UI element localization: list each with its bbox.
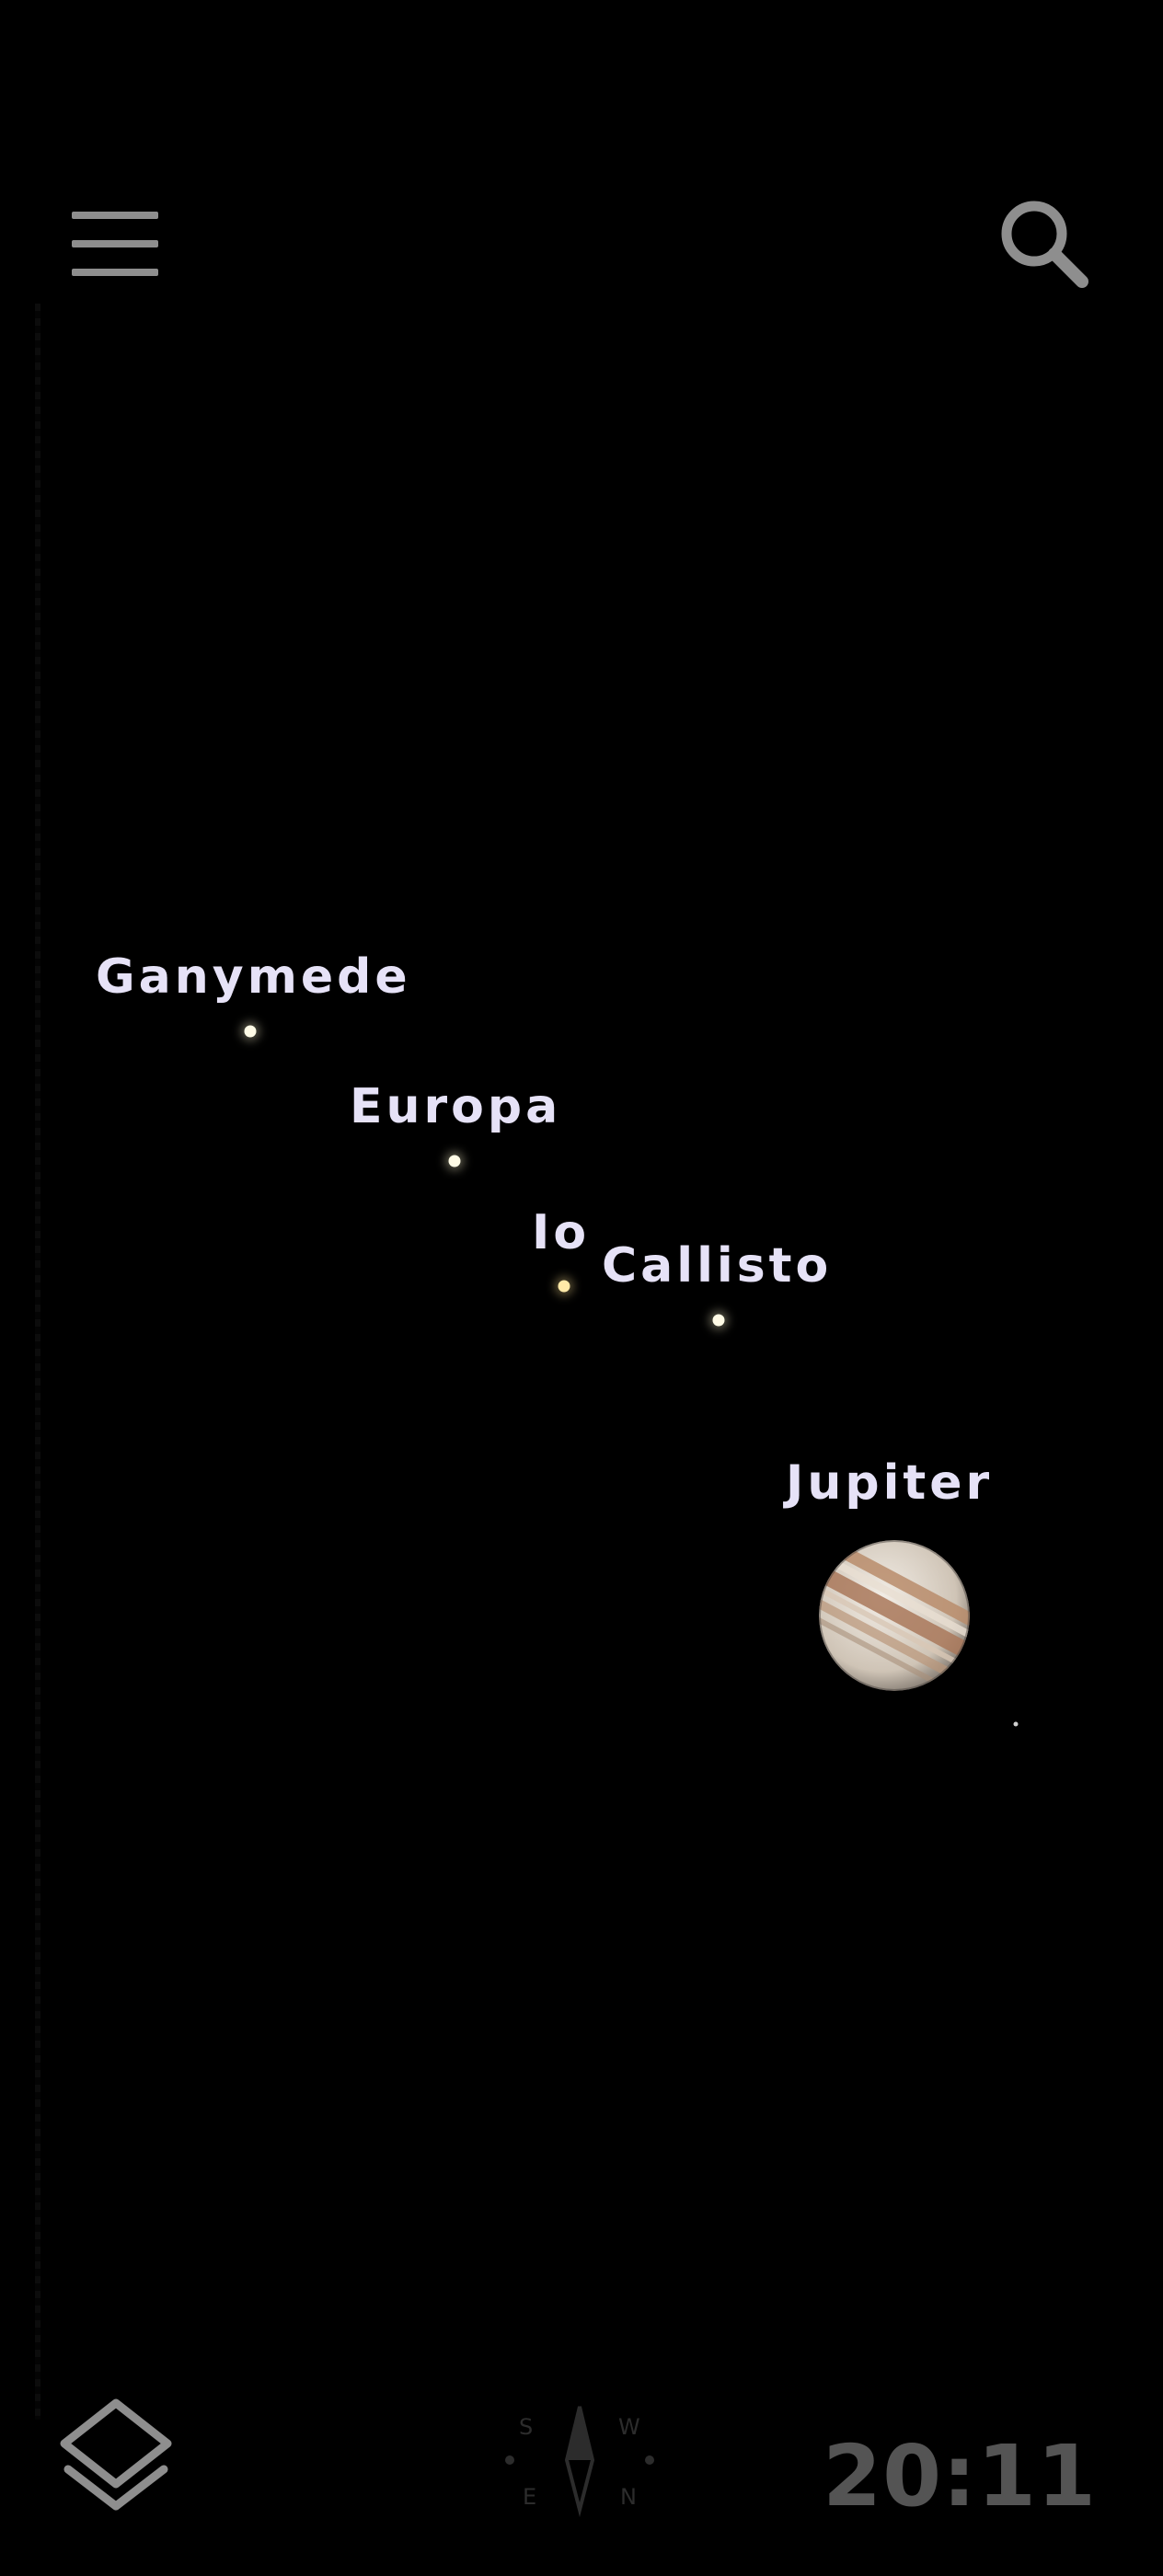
compass-north: N <box>620 2484 637 2510</box>
moon-label-callisto[interactable]: Callisto <box>602 1238 833 1294</box>
layers-button[interactable] <box>55 2392 177 2521</box>
search-icon <box>1001 201 1088 288</box>
compass-west: W <box>618 2414 640 2440</box>
compass[interactable]: S W E N <box>497 2398 662 2517</box>
moon-label-ganymede[interactable]: Ganymede <box>96 949 411 1005</box>
moon-europa[interactable] <box>448 1155 461 1167</box>
jupiter-planet[interactable] <box>819 1540 970 1691</box>
moon-callisto[interactable] <box>712 1314 725 1327</box>
moon-label-europa[interactable]: Europa <box>350 1079 562 1134</box>
moon-io[interactable] <box>558 1280 570 1293</box>
time-display[interactable]: 20:11 <box>823 2427 1097 2525</box>
moon-ganymede[interactable] <box>244 1025 257 1038</box>
menu-button[interactable] <box>68 210 164 278</box>
horizon-edge <box>35 304 40 2420</box>
compass-needle-icon <box>505 2406 654 2517</box>
moon-label-io[interactable]: Io <box>532 1205 591 1260</box>
compass-east: E <box>523 2484 537 2510</box>
compass-south: S <box>519 2414 534 2440</box>
layers-icon <box>60 2398 172 2511</box>
planet-label-jupiter[interactable]: Jupiter <box>786 1455 994 1511</box>
background-star <box>1013 1721 1019 1727</box>
search-button[interactable] <box>994 195 1095 296</box>
